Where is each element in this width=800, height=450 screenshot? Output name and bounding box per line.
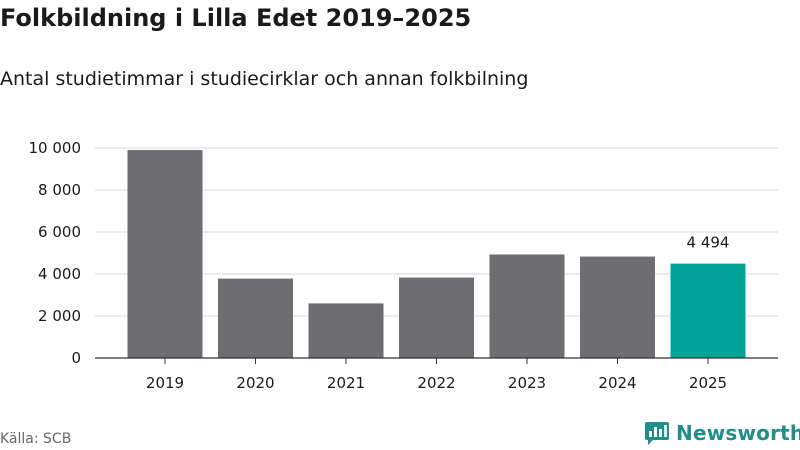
x-tick-label: 2025 <box>689 374 727 392</box>
y-tick-label: 8 000 <box>38 181 81 199</box>
x-tick-label: 2020 <box>236 374 274 392</box>
brand-logo: Newsworthy <box>644 421 800 445</box>
y-tick-label: 2 000 <box>38 307 81 325</box>
y-tick-label: 4 000 <box>38 265 81 283</box>
y-tick-label: 6 000 <box>38 223 81 241</box>
brand-name: Newsworthy <box>676 421 800 445</box>
bar-2021 <box>308 303 384 358</box>
bar-2019 <box>127 150 203 358</box>
data-label: 4 494 <box>687 234 730 252</box>
source-note: Källa: SCB <box>0 431 72 447</box>
y-tick-label: 0 <box>71 349 81 367</box>
x-tick-label: 2021 <box>327 374 365 392</box>
bar-2020 <box>218 278 293 358</box>
bar-2023 <box>489 254 565 358</box>
x-tick-label: 2022 <box>417 374 455 392</box>
y-tick-label: 10 000 <box>29 139 82 157</box>
chart-title: Folkbildning i Lilla Edet 2019–2025 <box>0 4 472 32</box>
x-tick-label: 2019 <box>146 374 184 392</box>
newsworthy-logo-icon <box>645 422 669 445</box>
bar-2022 <box>399 277 474 358</box>
chart-subtitle: Antal studietimmar i studiecirklar och a… <box>0 68 529 90</box>
bar-2024 <box>580 256 655 358</box>
x-tick-label: 2023 <box>508 374 546 392</box>
bar-2025 <box>670 263 746 358</box>
x-tick-label: 2024 <box>598 374 636 392</box>
